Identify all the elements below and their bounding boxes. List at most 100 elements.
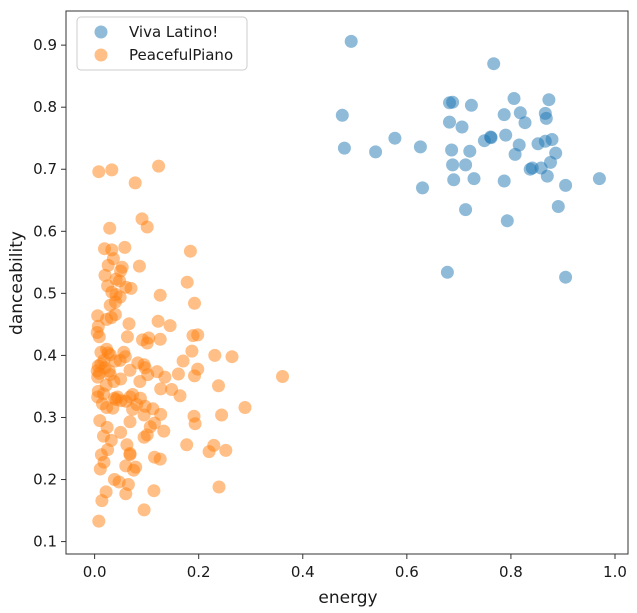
point-peacefulpiano (212, 480, 226, 494)
point-peacefulpiano (225, 350, 239, 364)
point-peacefulpiano (128, 176, 142, 190)
legend-box (76, 16, 248, 71)
point-viva-latino (484, 130, 498, 144)
point-viva-latino (464, 98, 478, 112)
point-viva-latino (551, 200, 565, 213)
point-peacefulpiano (153, 332, 167, 346)
point-peacefulpiano (137, 503, 151, 517)
point-peacefulpiano (114, 425, 128, 439)
point-viva-latino (455, 120, 469, 134)
point-peacefulpiano (153, 452, 167, 466)
point-peacefulpiano (105, 163, 119, 177)
point-peacefulpiano (93, 462, 107, 476)
point-peacefulpiano (123, 415, 137, 429)
point-viva-latino (335, 108, 349, 122)
point-viva-latino (523, 162, 537, 176)
point-peacefulpiano (238, 401, 252, 414)
point-peacefulpiano (101, 258, 115, 272)
x-tick-label: 0.4 (291, 563, 315, 581)
x-tick-label: 0.2 (187, 563, 211, 581)
point-peacefulpiano (133, 375, 147, 388)
point-peacefulpiano (154, 382, 168, 396)
point-viva-latino (443, 115, 456, 129)
point-peacefulpiano (163, 319, 177, 333)
legend-label-viva-latino: Viva Latino! (129, 23, 218, 41)
point-viva-latino (497, 108, 511, 122)
point-peacefulpiano (106, 401, 120, 415)
point-viva-latino (497, 174, 511, 188)
point-peacefulpiano (171, 367, 185, 381)
point-peacefulpiano (176, 354, 190, 368)
point-viva-latino (459, 203, 473, 217)
x-tick-label: 0.0 (83, 563, 107, 581)
point-peacefulpiano (188, 417, 202, 431)
point-viva-latino (416, 181, 429, 195)
plot-frame (65, 10, 629, 555)
point-peacefulpiano (180, 275, 194, 289)
y-axis-title: danceability (7, 231, 27, 335)
point-peacefulpiano (215, 408, 229, 422)
y-tick-label: 0.9 (33, 36, 57, 54)
point-peacefulpiano (152, 159, 166, 173)
point-peacefulpiano (185, 344, 199, 358)
point-peacefulpiano (202, 445, 216, 459)
point-peacefulpiano (188, 296, 201, 310)
y-tick-label: 0.7 (33, 160, 57, 178)
point-peacefulpiano (137, 408, 151, 422)
x-axis: 0.0 0.2 0.4 0.6 0.8 1.0 (83, 554, 627, 581)
point-viva-latino (337, 141, 351, 155)
y-tick-label: 0.8 (33, 98, 57, 116)
point-viva-latino (344, 34, 358, 48)
point-viva-latino (507, 92, 521, 105)
point-peacefulpiano (95, 494, 109, 508)
x-tick-label: 0.6 (395, 563, 419, 581)
point-viva-latino (542, 93, 556, 107)
point-viva-latino (508, 147, 522, 161)
point-viva-latino (539, 111, 553, 125)
point-viva-latino (500, 214, 514, 228)
point-peacefulpiano (103, 221, 117, 235)
point-peacefulpiano (157, 424, 171, 438)
legend-marker-peacefulpiano (94, 48, 108, 62)
point-viva-latino (559, 270, 573, 284)
point-peacefulpiano (186, 329, 200, 343)
x-axis-title: energy (318, 588, 377, 608)
x-tick-label: 0.8 (499, 563, 523, 581)
point-viva-latino (447, 173, 461, 187)
legend-marker-viva-latino (94, 25, 108, 39)
y-tick-label: 0.4 (33, 346, 57, 364)
point-peacefulpiano (219, 443, 233, 457)
y-tick-label: 0.1 (33, 533, 57, 551)
point-peacefulpiano (173, 389, 187, 403)
point-peacefulpiano (212, 379, 225, 393)
point-viva-latino (540, 169, 554, 183)
point-viva-latino (459, 158, 473, 172)
point-peacefulpiano (123, 363, 137, 377)
points-layer (90, 34, 606, 528)
point-peacefulpiano (132, 259, 146, 273)
y-axis: 0.1 0.2 0.3 0.4 0.5 0.6 0.7 0.8 0.9 (33, 36, 66, 551)
point-peacefulpiano (126, 402, 140, 416)
point-viva-latino (467, 172, 481, 186)
point-peacefulpiano (98, 268, 112, 282)
point-peacefulpiano (208, 348, 222, 362)
point-peacefulpiano (120, 330, 134, 344)
point-peacefulpiano (180, 438, 194, 452)
point-peacefulpiano (119, 487, 133, 501)
point-peacefulpiano (147, 484, 161, 498)
point-viva-latino (487, 57, 501, 71)
point-peacefulpiano (188, 369, 201, 383)
point-peacefulpiano (140, 220, 154, 234)
point-peacefulpiano (92, 165, 106, 179)
point-viva-latino (592, 172, 606, 186)
point-peacefulpiano (91, 370, 105, 384)
point-peacefulpiano (124, 281, 138, 295)
point-peacefulpiano (122, 317, 136, 331)
legend-label-peacefulpiano: PeacefulPiano (129, 46, 233, 64)
point-peacefulpiano (92, 514, 106, 528)
point-peacefulpiano (123, 448, 137, 462)
point-viva-latino (499, 128, 513, 142)
point-viva-latino (413, 140, 427, 154)
point-viva-latino (369, 145, 383, 159)
point-viva-latino (440, 265, 454, 279)
